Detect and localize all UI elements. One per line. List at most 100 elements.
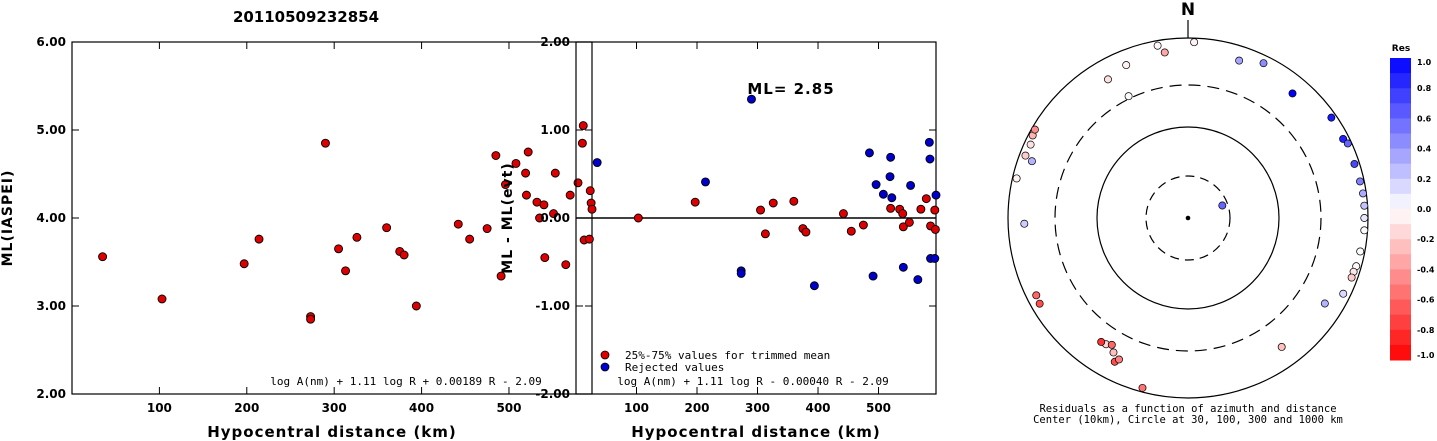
station-marker	[1360, 214, 1369, 222]
residual-data-point	[898, 222, 908, 232]
residual-data-point	[931, 190, 941, 200]
colorbar-swatch	[1390, 58, 1411, 74]
colorbar-swatch	[1390, 344, 1411, 361]
circle-30km	[1145, 175, 1231, 261]
ml-data-point	[306, 314, 316, 324]
colorbar-swatch	[1390, 133, 1411, 150]
colorbar-ticks: 1.0 0.8 0.6 0.4 0.2 0.0 -0.2 -0.4 -0.6 -0.8 -1.0	[1417, 58, 1435, 360]
ml-y-tick-label: 6.00	[36, 35, 66, 49]
ml-data-point	[511, 158, 521, 168]
station-marker	[1026, 140, 1035, 149]
station-marker	[1032, 291, 1041, 300]
station-marker	[1160, 48, 1169, 57]
colorbar-swatch	[1390, 314, 1411, 331]
residual-x-tick-label: 400	[805, 401, 830, 415]
residual-data-point	[885, 172, 895, 182]
colorbar-tick-label: -0.6	[1417, 296, 1435, 305]
legend-label-trimmed: 25%-75% values for trimmed mean	[625, 349, 830, 362]
ml-y-tick-label: 2.00	[36, 387, 66, 401]
station-marker	[1124, 92, 1133, 101]
epicenter-marker	[1185, 215, 1191, 221]
residual-legend: 25%-75% values for trimmed mean Rejected…	[600, 349, 830, 374]
residual-axis-ticks: 100 200 300 400 500 -2.00 -1.00 0.00 1.00 2.00	[535, 35, 936, 415]
residual-data-point	[736, 268, 746, 278]
colorbar-tick-label: -1.0	[1417, 351, 1435, 360]
station-marker	[1104, 75, 1112, 84]
station-marker	[1235, 56, 1244, 65]
ml-data-point	[522, 190, 531, 200]
ml-data-point	[550, 168, 560, 178]
ml-data-point	[549, 209, 558, 219]
ml-data-point	[577, 138, 587, 148]
residual-x-axis-label: Hypocentral distance (km)	[631, 423, 881, 441]
residual-data-point	[864, 148, 874, 158]
colorbar-swatch	[1390, 148, 1411, 165]
ml-data-point	[320, 138, 330, 148]
ml-data-point	[411, 301, 421, 311]
colorbar-swatch	[1390, 269, 1411, 285]
residual-data-point	[868, 271, 878, 281]
residual-data-point	[592, 158, 602, 168]
colorbar-swatch	[1390, 239, 1411, 255]
azimuth-plot: N Residuals as a function of azimuth and…	[1007, 0, 1369, 426]
station-marker	[1107, 340, 1116, 349]
residual-data-point	[930, 254, 940, 263]
north-label: N	[1181, 0, 1195, 20]
ml-data-point	[565, 190, 575, 200]
ml-data-point	[587, 204, 597, 214]
colorbar-swatches	[1390, 58, 1411, 361]
residual-data-point	[871, 180, 881, 190]
ml-data-point	[496, 271, 506, 281]
ml-data-point	[352, 232, 362, 242]
ml-x-tick-label: 200	[234, 401, 259, 415]
ml-data-point	[535, 213, 545, 223]
residual-data-point	[690, 197, 700, 207]
residual-data-point	[886, 152, 896, 162]
station-marker	[1153, 41, 1162, 50]
residual-data-point	[916, 204, 926, 214]
ml-points	[98, 121, 597, 324]
residual-data-point	[913, 275, 923, 285]
residual-data-point	[898, 262, 908, 272]
ml-axis-ticks: 100 200 300 400 500 2.00 3.00 4.00 5.00 6.00	[36, 35, 592, 415]
ml-data-point	[465, 234, 475, 244]
station-marker	[1021, 151, 1030, 160]
residual-data-point	[924, 137, 934, 147]
colorbar-tick-label: -0.4	[1417, 265, 1435, 274]
residual-x-tick-label: 300	[745, 401, 770, 415]
station-marker	[1320, 299, 1329, 308]
ml-data-point	[573, 178, 583, 188]
station-marker	[1350, 159, 1359, 168]
colorbar-tick-label: 0.4	[1417, 145, 1432, 154]
residual-data-point	[756, 205, 765, 215]
figure-title: 20110509232854	[233, 8, 379, 26]
ml-data-point	[239, 259, 249, 269]
colorbar-swatch	[1390, 209, 1411, 225]
residual-data-point	[930, 205, 940, 215]
station-marker	[1356, 247, 1365, 256]
station-marker	[1218, 201, 1227, 210]
station-marker	[1020, 219, 1029, 228]
station-marker	[1035, 299, 1044, 308]
colorbar-swatch	[1390, 73, 1411, 89]
colorbar-swatch	[1390, 224, 1411, 240]
station-marker	[1347, 273, 1356, 282]
ml-data-point	[491, 151, 501, 160]
station-marker	[1359, 189, 1367, 198]
ml-data-point	[382, 223, 392, 233]
ml-data-point	[399, 250, 409, 260]
colorbar-tick-label: 0.2	[1417, 175, 1431, 184]
station-marker	[1356, 177, 1364, 186]
ml-y-tick-label: 5.00	[36, 123, 66, 137]
polar-caption-line2: Center (10km), Circle at 30, 100, 300 an…	[1033, 414, 1343, 426]
ml-data-point	[254, 234, 264, 244]
station-marker	[1122, 61, 1131, 70]
station-marker	[1339, 289, 1348, 298]
colorbar-tick-label: -0.8	[1417, 326, 1435, 335]
residual-colorbar: Res 1.0 0.8 0.6 0.4 0.2 0.0 -0.2 -0.4 -0.6 -0.8 -1…	[1390, 44, 1435, 361]
ml-data-point	[539, 200, 549, 210]
residual-data-point	[633, 213, 643, 223]
ml-y-axis-label: ML(IASPEI)	[0, 170, 16, 267]
colorbar-tick-label: 1.0	[1417, 58, 1432, 67]
